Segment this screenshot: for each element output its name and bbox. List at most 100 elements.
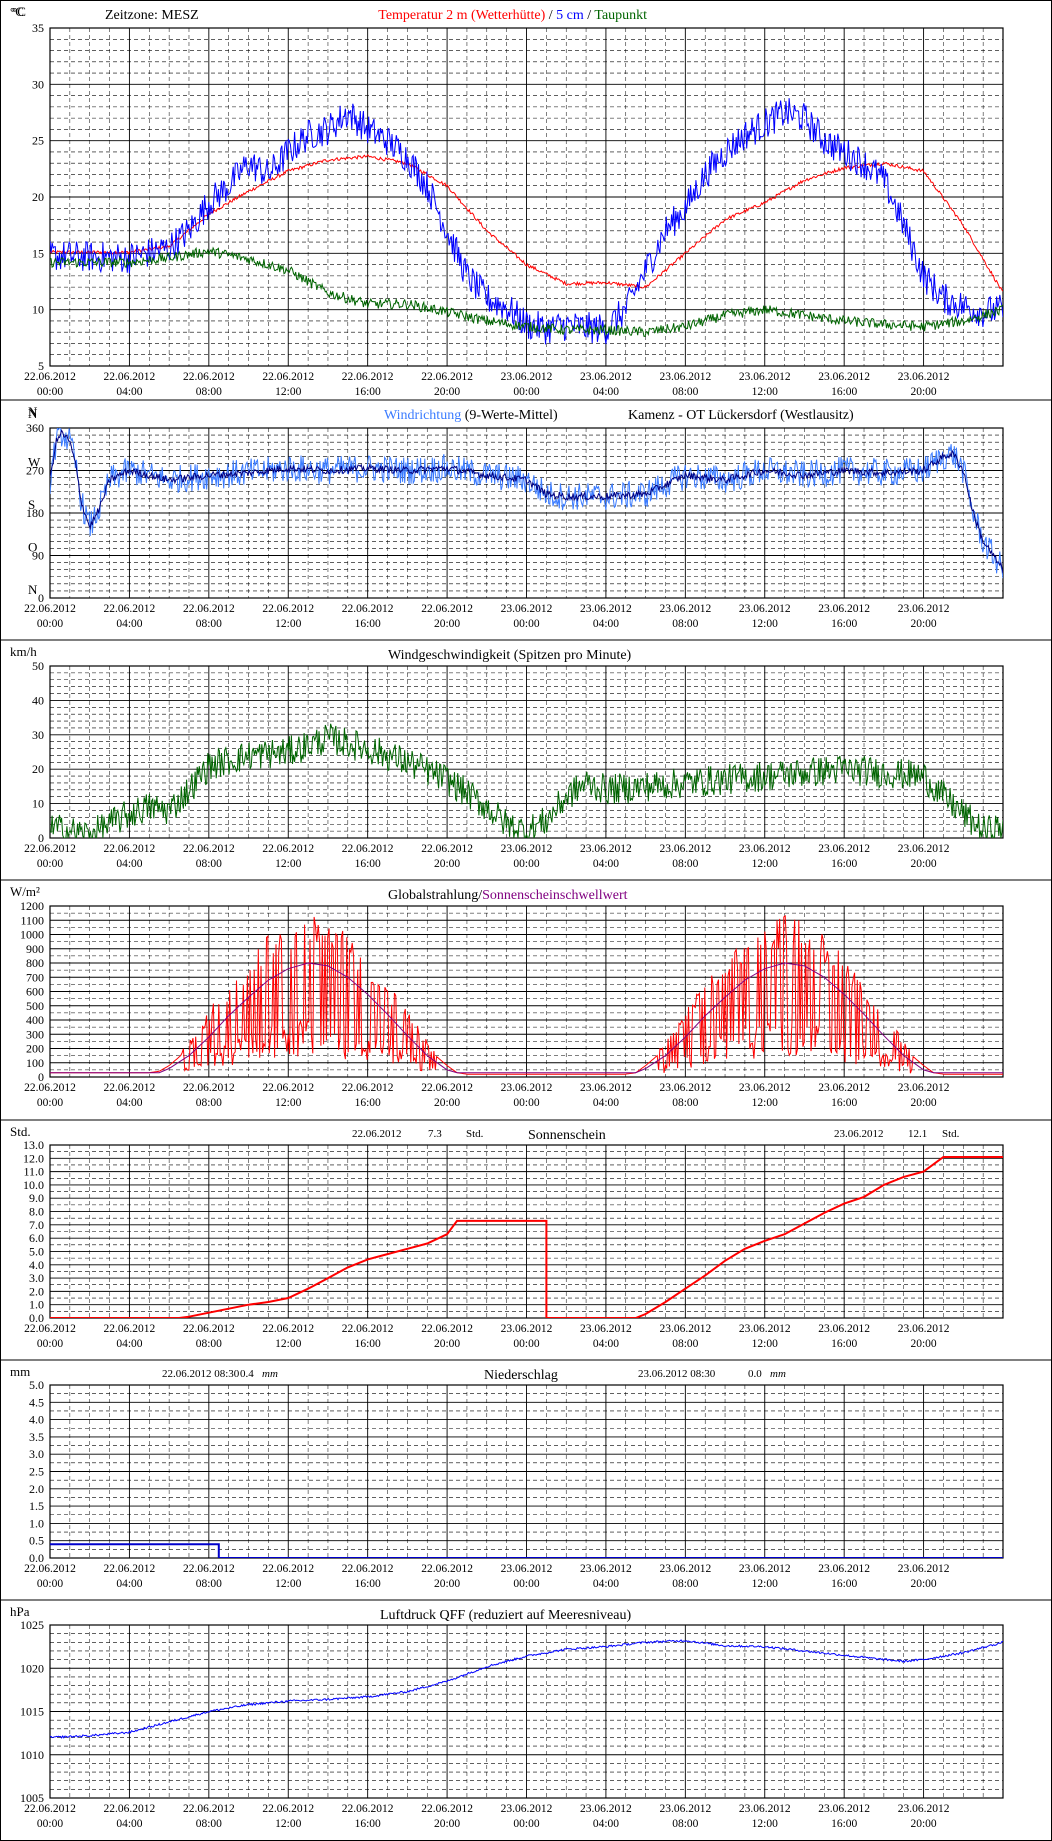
x-tick-time: 16:00 <box>355 1818 381 1830</box>
x-tick-date: 22.06.2012 <box>342 603 394 615</box>
x-tick-time: 04:00 <box>593 386 619 398</box>
x-tick-date: 22.06.2012 <box>262 843 314 855</box>
compass-label: S <box>28 497 35 512</box>
x-tick-date: 22.06.2012 <box>104 371 156 383</box>
x-tick-time: 00:00 <box>513 1338 539 1350</box>
x-tick-time: 04:00 <box>116 1338 142 1350</box>
y-tick-label: 35 <box>32 21 44 35</box>
chart-title: Sonnenschein <box>528 1128 606 1143</box>
x-tick-date: 22.06.2012 <box>262 1082 314 1094</box>
compass-label: N <box>28 582 38 597</box>
x-tick-time: 08:00 <box>196 618 222 630</box>
y-tick-label: 2.0 <box>29 1482 44 1496</box>
chart-temperature: 5 10 15 20 25 30 35 °C Zeitzone: MESZ Temperatur… <box>10 4 1004 398</box>
x-tick-date: 22.06.2012 <box>421 1563 473 1575</box>
y-tick-label: 1025 <box>20 1618 44 1632</box>
x-tick-time: 16:00 <box>831 858 857 870</box>
y-tick-label: 0.0 <box>29 1551 44 1565</box>
chart-title: Globalstrahlung/Sonnenscheinschwellwert <box>388 888 628 903</box>
x-tick-time: 04:00 <box>593 1818 619 1830</box>
y-tick-label: 0.0 <box>29 1311 44 1325</box>
y-tick-label: 1005 <box>20 1791 44 1805</box>
annotation-date: 22.06.2012 08:30 <box>162 1368 240 1380</box>
x-tick-time: 00:00 <box>513 858 539 870</box>
x-tick-time: 12:00 <box>752 1818 778 1830</box>
x-tick-time: 08:00 <box>196 1818 222 1830</box>
x-tick-date: 22.06.2012 <box>104 1082 156 1094</box>
x-tick-date: 22.06.2012 <box>421 1082 473 1094</box>
x-tick-time: 20:00 <box>910 1097 936 1109</box>
x-tick-date: 23.06.2012 <box>580 843 632 855</box>
x-tick-date: 23.06.2012 <box>818 1082 870 1094</box>
compass-label: O <box>28 540 37 555</box>
y-tick-label: 12.0 <box>23 1151 44 1165</box>
y-tick-label: 15 <box>32 246 44 260</box>
x-tick-date: 23.06.2012 <box>501 603 553 615</box>
y-tick-label: 9.0 <box>29 1191 44 1205</box>
chart-title: Zeitzone: MESZ Temperatur 2 m (Wetterhüt… <box>105 8 647 23</box>
x-tick-date: 22.06.2012 <box>342 1803 394 1815</box>
chart-precipitation: 0.00.51.01.52.02.53.03.54.04.55.0mm Niede… <box>0 1359 1052 1590</box>
y-tick-label: 4.5 <box>29 1395 44 1409</box>
unit-label: hPa <box>10 1604 30 1619</box>
x-tick-date: 23.06.2012 <box>501 1082 553 1094</box>
compass-label: W <box>28 455 41 470</box>
y-tick-label: 7.0 <box>29 1218 44 1232</box>
x-tick-time: 20:00 <box>910 386 936 398</box>
x-tick-date: 23.06.2012 <box>739 603 791 615</box>
x-tick-date: 22.06.2012 <box>24 843 76 855</box>
x-tick-date: 23.06.2012 <box>898 603 950 615</box>
annotation-unit: Std. <box>942 1128 960 1140</box>
x-tick-time: 00:00 <box>513 386 539 398</box>
chart-title: Niederschlag <box>484 1368 558 1383</box>
x-tick-time: 20:00 <box>910 1578 936 1590</box>
x-tick-time: 08:00 <box>672 858 698 870</box>
series-line-wind-direction-0 <box>50 428 1003 579</box>
x-tick-time: 04:00 <box>116 858 142 870</box>
y-tick-label: 8.0 <box>29 1205 44 1219</box>
x-tick-time: 12:00 <box>275 1578 301 1590</box>
x-tick-date: 23.06.2012 <box>739 1323 791 1335</box>
x-tick-time: 00:00 <box>37 1578 63 1590</box>
x-tick-time: 20:00 <box>910 1338 936 1350</box>
series-line-global-radiation-1 <box>50 962 1003 1074</box>
x-tick-time: 08:00 <box>672 1818 698 1830</box>
x-tick-date: 23.06.2012 <box>580 1082 632 1094</box>
x-tick-time: 12:00 <box>275 386 301 398</box>
x-tick-time: 20:00 <box>910 858 936 870</box>
x-tick-time: 12:00 <box>275 618 301 630</box>
x-tick-time: 12:00 <box>275 1338 301 1350</box>
x-tick-date: 22.06.2012 <box>421 843 473 855</box>
annotation-date: 22.06.2012 <box>352 1128 402 1140</box>
annotation-value: 7.3 <box>428 1128 442 1140</box>
y-tick-label: 1015 <box>20 1705 44 1719</box>
x-tick-time: 04:00 <box>116 1578 142 1590</box>
x-tick-time: 08:00 <box>196 386 222 398</box>
chart-title: Windrichtung (9-Werte-Mittel) <box>384 408 558 423</box>
x-tick-date: 22.06.2012 <box>183 371 235 383</box>
x-tick-time: 12:00 <box>752 1578 778 1590</box>
series-line-temperature-0 <box>50 153 1003 292</box>
y-tick-label: 6.0 <box>29 1231 44 1245</box>
x-tick-date: 23.06.2012 <box>501 371 553 383</box>
annotation-value: 12.1 <box>908 1128 927 1140</box>
plot-frame <box>49 427 1004 599</box>
x-tick-date: 23.06.2012 <box>898 1323 950 1335</box>
x-tick-date: 23.06.2012 <box>580 603 632 615</box>
y-tick-label: 1000 <box>20 928 44 942</box>
x-tick-date: 23.06.2012 <box>818 1803 870 1815</box>
compass-label: N <box>28 406 38 421</box>
x-tick-date: 22.06.2012 <box>24 371 76 383</box>
series-line-temperature-1 <box>50 98 1003 345</box>
x-tick-time: 12:00 <box>752 1338 778 1350</box>
y-tick-label: 5.0 <box>29 1244 44 1258</box>
x-tick-date: 22.06.2012 <box>342 843 394 855</box>
x-tick-date: 22.06.2012 <box>24 1803 76 1815</box>
chart-title: Luftdruck QFF (reduziert auf Meeresnivea… <box>380 1608 631 1623</box>
y-tick-label: 10 <box>32 303 44 317</box>
unit-label: Std. <box>10 1124 31 1139</box>
unit-label: mm <box>10 1364 30 1379</box>
x-tick-date: 22.06.2012 <box>421 1323 473 1335</box>
y-tick-label: 30 <box>32 77 44 91</box>
